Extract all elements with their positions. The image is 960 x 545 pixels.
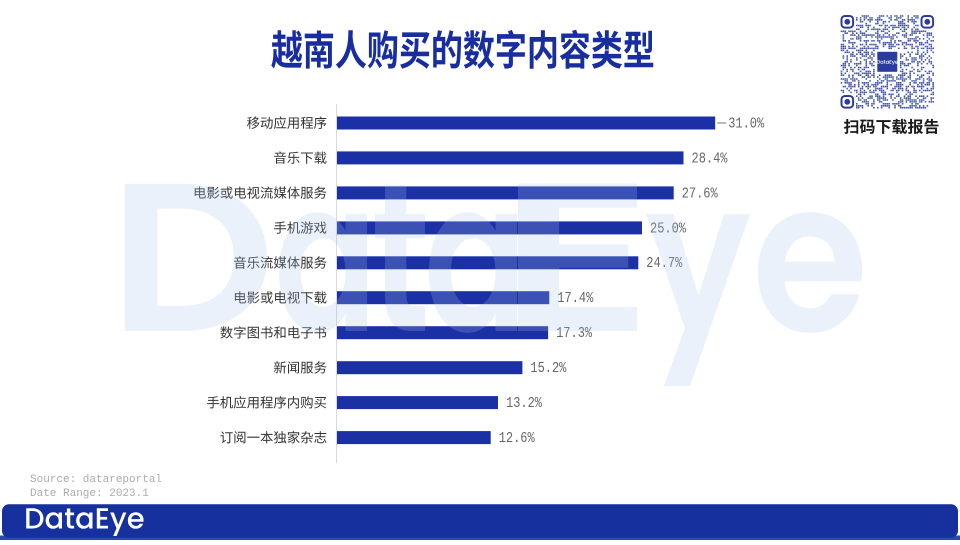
svg-text:13.2%: 13.2%	[506, 395, 543, 412]
svg-text:17.4%: 17.4%	[557, 290, 594, 307]
svg-text:25.0%: 25.0%	[650, 220, 687, 237]
svg-text:Date Range: 2023.1: Date Range: 2023.1	[30, 488, 149, 500]
svg-text:27.6%: 27.6%	[682, 185, 719, 202]
svg-text:17.3%: 17.3%	[556, 325, 593, 342]
svg-text:31.0%: 31.0%	[728, 115, 765, 132]
svg-text:Source: datareportal: Source: datareportal	[30, 474, 162, 486]
svg-text:12.6%: 12.6%	[499, 430, 536, 447]
svg-text:24.7%: 24.7%	[646, 255, 683, 272]
svg-text:15.2%: 15.2%	[530, 360, 567, 377]
svg-text:28.4%: 28.4%	[692, 150, 729, 167]
